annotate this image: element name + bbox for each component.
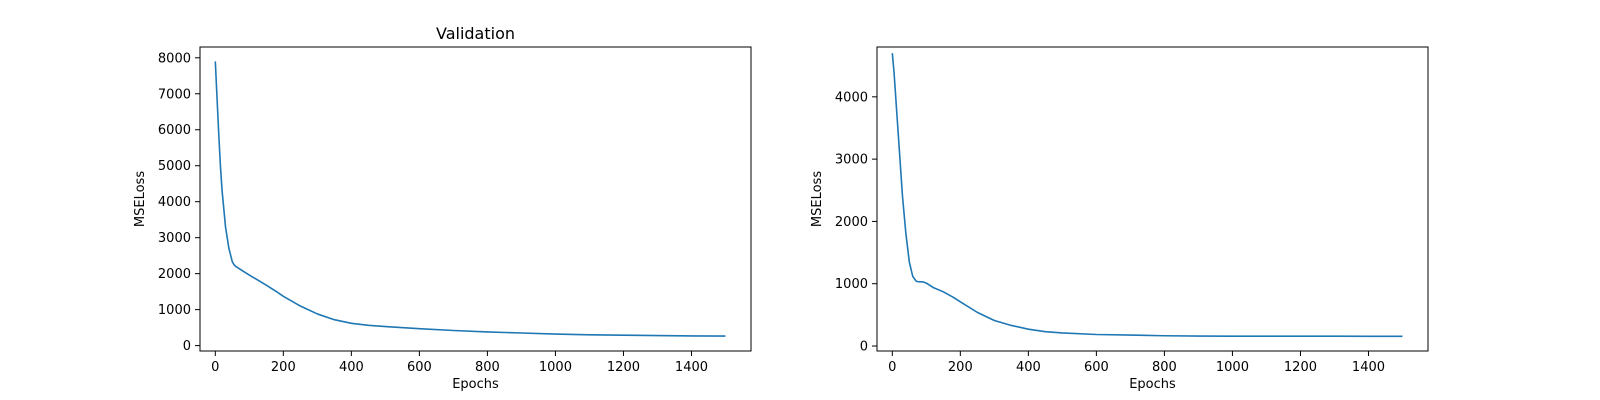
x-tick-label: 600 bbox=[1084, 360, 1109, 375]
x-axis-label: Epochs bbox=[1129, 377, 1176, 392]
y-axis-label: MSELoss bbox=[133, 171, 148, 227]
y-tick-label: 3000 bbox=[158, 231, 191, 246]
x-tick-label: 1400 bbox=[1352, 360, 1385, 375]
y-tick-label: 8000 bbox=[158, 51, 191, 66]
x-tick-label: 400 bbox=[1016, 360, 1041, 375]
x-tick-label: 1200 bbox=[1284, 360, 1317, 375]
axes-frame bbox=[199, 46, 752, 352]
x-tick-label: 1200 bbox=[607, 360, 640, 375]
series-line-0 bbox=[891, 53, 1403, 338]
x-tick-label: 800 bbox=[475, 360, 500, 375]
x-tick-label: 0 bbox=[888, 360, 896, 375]
y-tick-label: 0 bbox=[860, 340, 868, 355]
x-tick-label: 0 bbox=[211, 360, 219, 375]
x-tick-label: 1000 bbox=[1216, 360, 1249, 375]
x-tick-label: 400 bbox=[339, 360, 364, 375]
series-line-0 bbox=[214, 61, 726, 337]
axes-frame bbox=[876, 46, 1429, 352]
x-tick-label: 600 bbox=[407, 360, 432, 375]
y-tick-label: 1000 bbox=[158, 303, 191, 318]
y-tick-label: 3000 bbox=[835, 153, 868, 168]
y-tick-label: 0 bbox=[183, 339, 191, 354]
chart-validation: 0 200 400 600 800 1000 1200 1400 0 1000 2000 3000 40… bbox=[133, 24, 752, 392]
y-tick-label: 7000 bbox=[158, 87, 191, 102]
y-axis-label: MSELoss bbox=[810, 171, 825, 227]
chart-title: Validation bbox=[436, 24, 515, 43]
y-tick-label: 1000 bbox=[835, 277, 868, 292]
y-tick-label: 4000 bbox=[835, 90, 868, 105]
y-tick-label: 4000 bbox=[158, 195, 191, 210]
chart-second: 0 200 400 600 800 1000 1200 1400 0 1000 2000 3000 40… bbox=[810, 46, 1429, 392]
x-tick-label: 800 bbox=[1152, 360, 1177, 375]
x-tick-label: 1000 bbox=[539, 360, 572, 375]
y-tick-label: 2000 bbox=[158, 267, 191, 282]
x-tick-label: 1400 bbox=[675, 360, 708, 375]
y-tick-label: 2000 bbox=[835, 215, 868, 230]
y-tick-label: 5000 bbox=[158, 159, 191, 174]
y-tick-label: 6000 bbox=[158, 123, 191, 138]
x-tick-label: 200 bbox=[948, 360, 973, 375]
x-axis-label: Epochs bbox=[452, 377, 499, 392]
x-tick-label: 200 bbox=[271, 360, 296, 375]
